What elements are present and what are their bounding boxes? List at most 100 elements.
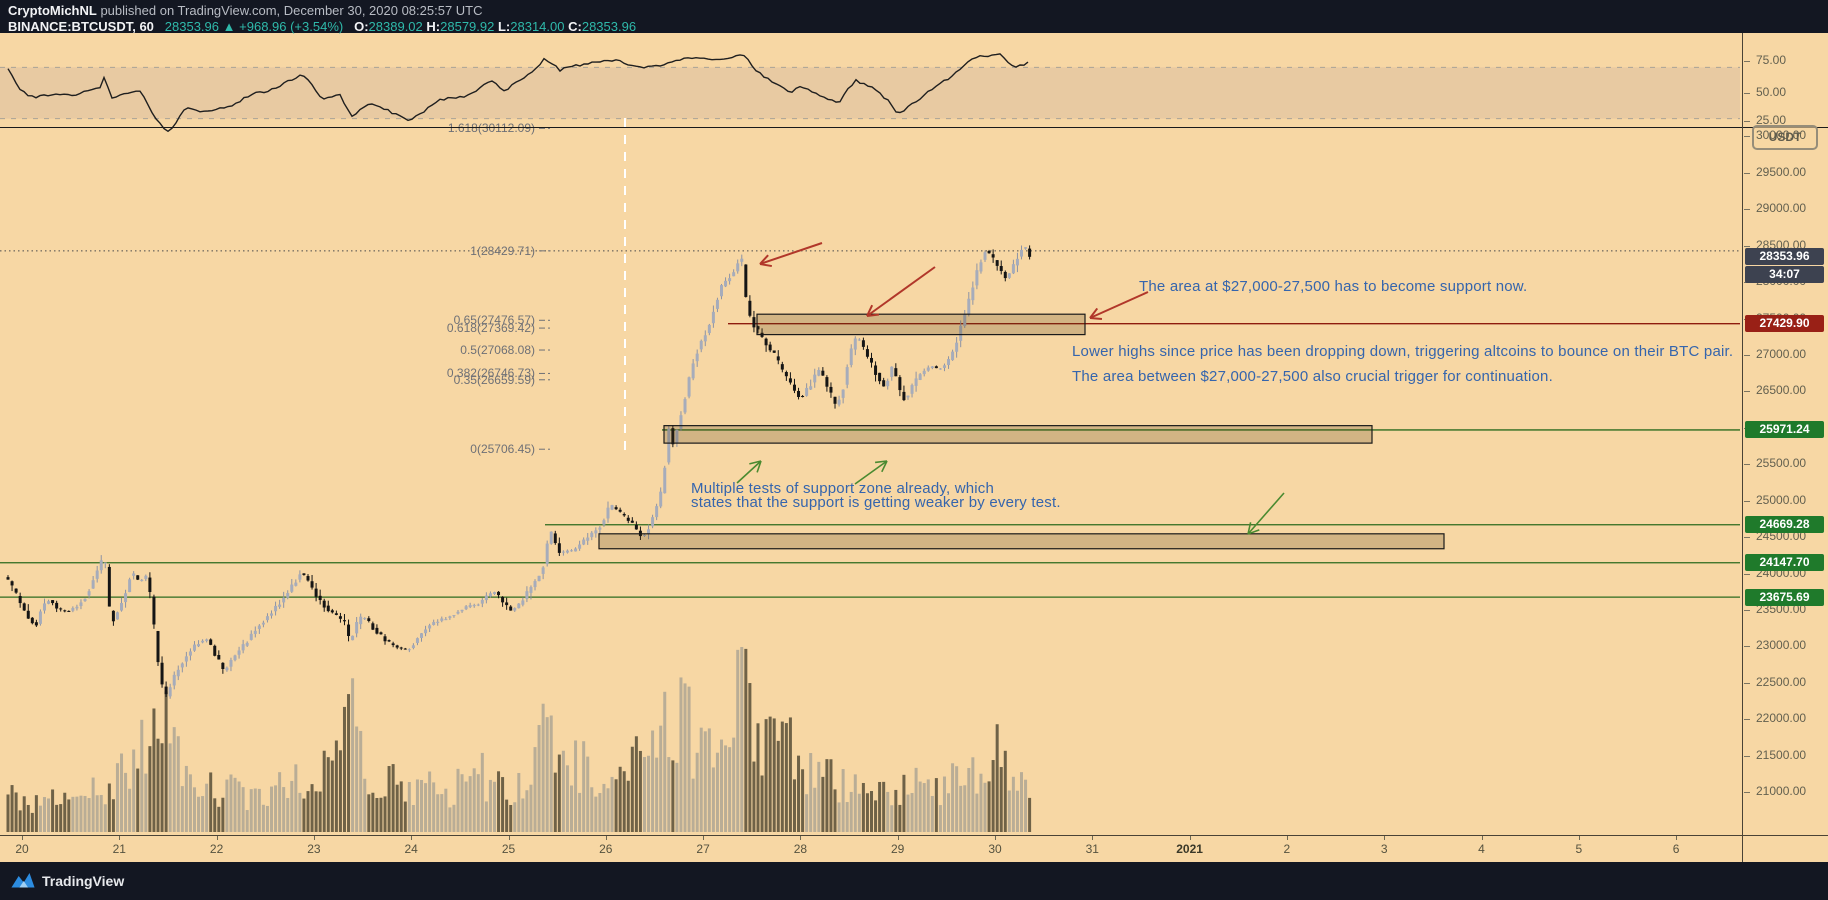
annotation-text[interactable]: The area between $27,000-27,500 also cru… xyxy=(1072,368,1553,385)
trend-arrow-head xyxy=(1247,522,1252,535)
fib-level-label: 0.618(27369.42) xyxy=(446,321,535,336)
fib-level-label: 0.65(27476.57) xyxy=(453,313,535,328)
time-tick-label: 4 xyxy=(1478,842,1485,856)
price-change: +968.96 (+3.54%) xyxy=(239,19,344,34)
rsi-tick-label: 25.00 xyxy=(1756,113,1787,127)
axis-tick xyxy=(1744,792,1750,794)
close-value: 28353.96 xyxy=(581,19,637,34)
time-tick-label: 2021 xyxy=(1176,842,1203,856)
axis-tick xyxy=(1744,93,1750,94)
price-tick-label: 21500.00 xyxy=(1756,747,1807,762)
trend-arrow-head xyxy=(881,460,888,473)
annotation-text[interactable]: Multiple tests of support zone already, … xyxy=(691,480,995,497)
publish-info: CryptoMichNL published on TradingView.co… xyxy=(8,3,483,18)
trend-arrow[interactable] xyxy=(866,266,936,317)
time-tick-label: 2 xyxy=(1283,842,1291,856)
time-axis-border xyxy=(0,835,1828,836)
axis-tick xyxy=(1481,836,1483,840)
axis-tick xyxy=(1744,354,1750,356)
time-tick-label: 5 xyxy=(1575,842,1583,856)
pane-separator[interactable] xyxy=(0,127,1828,128)
time-tick-label: 20 xyxy=(15,842,29,856)
currency-badge: USDT xyxy=(1752,125,1818,150)
axis-tick xyxy=(1676,836,1678,840)
trend-arrow-head xyxy=(749,460,762,465)
trend-arrow[interactable] xyxy=(1247,492,1285,535)
trend-arrow[interactable] xyxy=(1089,291,1149,319)
axis-tick xyxy=(995,836,996,840)
fib-level-label: 0.35(26659.59) xyxy=(453,372,535,387)
symbol-label: BINANCE:BTCUSDT, 60 xyxy=(8,19,154,34)
trend-arrow-head xyxy=(1089,317,1103,320)
support-zone-box[interactable] xyxy=(663,425,1373,444)
price-tick-label: 30000.00 xyxy=(1756,128,1807,143)
symbol-row: BINANCE:BTCUSDT, 60 28353.96 ▲ +968.96 (… xyxy=(8,19,636,34)
trend-arrow-head xyxy=(759,254,769,265)
support-zone-box[interactable] xyxy=(598,533,1445,550)
annotation-text[interactable]: The area at $27,000-27,500 has to become… xyxy=(1139,278,1528,295)
price-tick-label: 29000.00 xyxy=(1756,201,1807,216)
time-tick-label: 27 xyxy=(696,842,710,856)
axis-tick xyxy=(1744,464,1750,466)
high-value: 28579.92 xyxy=(440,19,495,34)
fib-level-label: 1.618(30112.09) xyxy=(447,121,535,136)
axis-tick xyxy=(1744,573,1750,575)
trend-arrow[interactable] xyxy=(736,460,762,484)
price-tick-label: 25500.00 xyxy=(1756,456,1807,471)
price-level-badge: 23675.69 xyxy=(1745,588,1824,606)
close-label: C: xyxy=(568,19,582,34)
rsi-band xyxy=(0,67,1740,119)
price-tick-label: 22000.00 xyxy=(1756,711,1807,726)
fib-level-label: 1(28429.71) xyxy=(470,243,535,258)
axis-tick xyxy=(1744,682,1750,684)
time-tick-label: 28 xyxy=(793,842,808,856)
time-tick-label: 3 xyxy=(1380,842,1388,856)
chart-panes[interactable]: 1.618(30112.09) 1(28429.71) 0.65(27476.57)… xyxy=(0,33,1828,862)
price-tick-label: 22500.00 xyxy=(1756,674,1807,689)
rsi-line xyxy=(7,53,1029,133)
low-label: L: xyxy=(497,19,511,34)
axis-tick xyxy=(119,836,121,840)
time-tick-label: 22 xyxy=(209,842,224,856)
axis-tick xyxy=(1286,836,1288,840)
axis-tick xyxy=(1744,537,1750,539)
time-axis[interactable]: 20 21 22 23 24 25 26 27 28 29 30 31 2021 2 3 4 5 6 xyxy=(0,836,1828,862)
price-chart-canvas[interactable] xyxy=(0,33,1828,862)
trend-arrow-head xyxy=(1247,529,1260,535)
annotation-text[interactable]: Lower highs since price has been droppin… xyxy=(1072,343,1734,360)
author-name: CryptoMichNL xyxy=(8,3,97,18)
fib-level-label: 0.5(27068.08) xyxy=(460,343,535,358)
fib-level-label: 0(25706.45) xyxy=(470,442,535,457)
time-tick-label: 21 xyxy=(112,842,126,856)
axis-tick xyxy=(1744,755,1750,757)
axis-tick xyxy=(1384,836,1386,840)
price-tick-label: 26500.00 xyxy=(1756,383,1807,398)
axis-tick xyxy=(1744,136,1750,138)
open-value: 28389.02 xyxy=(368,19,423,34)
trend-arrow-head xyxy=(866,313,880,317)
axis-tick xyxy=(1189,836,1191,840)
axis-tick xyxy=(1744,646,1750,648)
axis-tick xyxy=(313,836,315,840)
axis-tick xyxy=(1744,609,1750,611)
tradingview-logo[interactable]: TradingView xyxy=(10,870,124,892)
up-arrow-icon: ▲ xyxy=(222,19,236,34)
support-zone-box[interactable] xyxy=(756,313,1086,336)
trend-arrow[interactable] xyxy=(854,460,888,485)
last-price: 28353.96 xyxy=(164,19,220,34)
axis-tick xyxy=(411,836,413,840)
axis-tick xyxy=(1744,172,1750,174)
axis-tick xyxy=(1744,719,1750,721)
trend-arrow-head xyxy=(1089,307,1099,319)
axis-tick xyxy=(216,836,218,840)
trend-arrow-head xyxy=(756,460,762,473)
tradingview-mountain-icon xyxy=(11,873,35,888)
annotation-text[interactable]: states that the support is getting weake… xyxy=(691,494,1061,511)
price-level-badge: 24669.28 xyxy=(1745,516,1824,534)
axis-tick xyxy=(1744,61,1750,62)
price-axis[interactable]: USDT 75.00 50.00 25.00 30000.00 29500.00 2900… xyxy=(1743,33,1828,862)
time-tick-label: 23 xyxy=(307,842,321,856)
trend-arrow[interactable] xyxy=(759,242,823,265)
chart-header: CryptoMichNL published on TradingView.co… xyxy=(0,0,1828,34)
publish-text: published on TradingView.com, December 3… xyxy=(96,3,483,18)
